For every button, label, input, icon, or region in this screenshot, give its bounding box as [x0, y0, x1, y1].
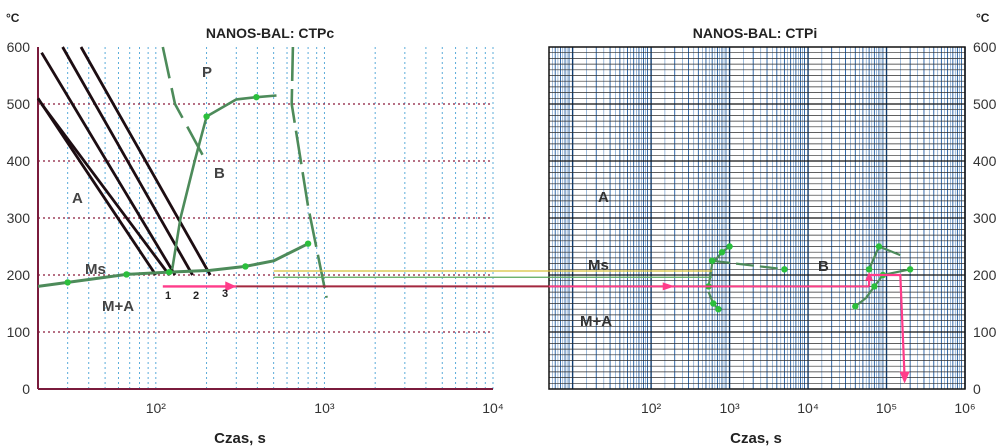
region-label-ma: M+A [580, 313, 612, 330]
arrow-head [865, 272, 874, 281]
y-tick-label: 500 [973, 96, 997, 112]
data-point [865, 266, 873, 273]
y-axis-unit: °C [976, 11, 990, 25]
region-label-p: P [202, 64, 212, 81]
bainite-start-line [707, 245, 731, 287]
x-tick-labels: 10² 10³ 10⁴ 10⁵ 10⁶ [641, 400, 976, 416]
data-point [871, 283, 878, 290]
data-point [708, 257, 716, 264]
region-label-b: B [818, 258, 829, 275]
y-tick-label: 600 [973, 39, 997, 55]
y-tick-labels: 0 100 200 300 400 500 600 [7, 39, 31, 397]
data-point [64, 279, 71, 286]
data-point [781, 266, 788, 273]
region-label-a: A [598, 189, 609, 206]
y-tick-label: 0 [973, 381, 981, 397]
region-label-a: A [72, 190, 83, 207]
data-point [875, 243, 883, 250]
cooling-curve-label-1: 1 [165, 290, 171, 302]
x-tick-labels: 10² 10³ 10⁴ [146, 400, 504, 416]
plot-frame [548, 46, 966, 390]
ms-line [37, 242, 309, 288]
x-tick-label: 10⁴ [482, 400, 504, 416]
x-tick-label: 10⁶ [954, 400, 975, 416]
arrow-head [899, 371, 910, 384]
region-labels: A Ms B M+A [580, 189, 829, 330]
data-point [718, 249, 726, 256]
y-tick-labels: 0 100 200 300 400 500 600 [973, 39, 997, 397]
x-tick-label: 10⁵ [876, 400, 897, 416]
data-point [726, 243, 733, 250]
y-tick-label: 300 [7, 210, 31, 226]
y-tick-label: 400 [973, 153, 997, 169]
data-point [852, 303, 859, 310]
cooling-curve-label-2: 2 [193, 290, 199, 302]
y-tick-label: 100 [973, 324, 997, 340]
cooling-curve-label-3: 3 [222, 288, 228, 300]
data-point [165, 268, 173, 276]
data-point [906, 266, 914, 273]
cooling-curve-5 [40, 103, 171, 276]
transfer-lines [236, 270, 870, 291]
y-tick-label: 400 [7, 153, 31, 169]
curves [36, 46, 328, 299]
x-tick-label: 10² [146, 400, 167, 416]
y-tick-label: 300 [973, 210, 997, 226]
region-labels: P B A Ms M+A 1 2 3 [72, 64, 228, 315]
y-tick-label: 500 [7, 96, 31, 112]
arrow-head [662, 282, 675, 291]
y-tick-label: 200 [973, 267, 997, 283]
y-tick-label: 200 [7, 267, 31, 283]
x-tick-label: 10³ [719, 400, 740, 416]
grid [548, 46, 966, 390]
cooling-curve-1 [40, 51, 177, 276]
chart-title: NANOS-BAL: CTPc [206, 25, 335, 41]
bainite-line [712, 259, 785, 271]
data-point [715, 306, 722, 313]
data-point [710, 300, 717, 307]
region-label-ms: Ms [588, 257, 609, 274]
cooling-curve-4 [79, 46, 212, 276]
cooling-curve-2 [61, 46, 194, 276]
grid [37, 47, 494, 390]
chart-title: NANOS-BAL: CTPi [693, 25, 817, 41]
y-tick-label: 0 [22, 381, 30, 397]
curves [705, 243, 914, 384]
y-tick-label: 100 [7, 324, 31, 340]
arrow-head [225, 281, 237, 292]
x-tick-label: 10⁴ [797, 400, 819, 416]
bainite-start-line [170, 94, 277, 270]
transformation-end-line [290, 46, 328, 299]
data-point [242, 263, 249, 270]
y-axis-unit: °C [6, 11, 20, 25]
data-point [304, 240, 312, 247]
data-point [203, 113, 210, 120]
x-tick-label: 10³ [314, 400, 335, 416]
x-axis-label: Czas, s [214, 430, 266, 447]
region-label-b: B [214, 165, 225, 182]
data-point [253, 93, 260, 101]
data-point [123, 271, 130, 278]
x-tick-label: 10² [641, 400, 662, 416]
y-tick-label: 600 [7, 39, 31, 55]
chart-ctpc: NANOS-BAL: CTPc °C Czas, s 10² 10³ 10⁴ 010… [6, 11, 504, 447]
x-axis-label: Czas, s [730, 430, 782, 447]
pearlite-start-line [161, 46, 204, 156]
region-label-ma: M+A [102, 298, 134, 315]
chart-ctpi: NANOS-BAL: CTPi °C Czas, s 10² 10³ 10⁴ 10⁵ 1… [548, 11, 997, 447]
region-label-ms: Ms [85, 261, 106, 278]
